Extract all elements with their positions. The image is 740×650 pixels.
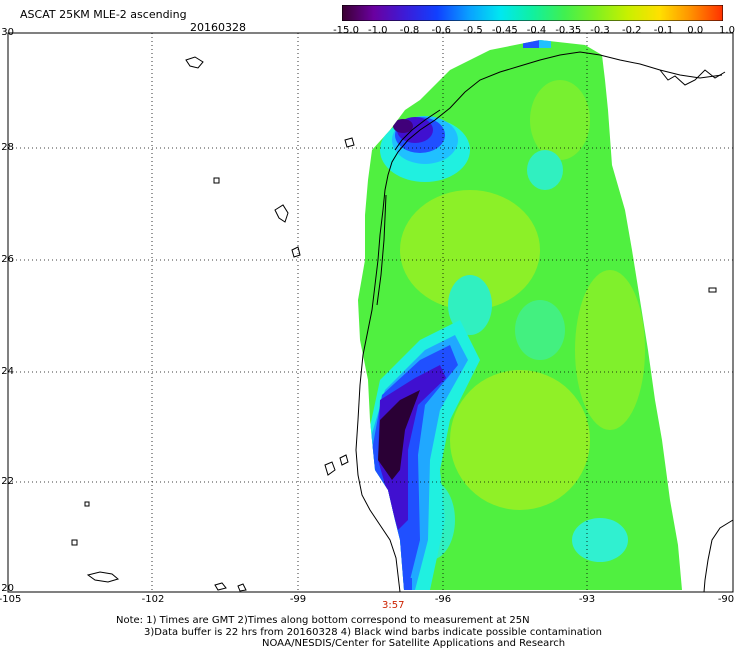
swath-patch-aqua	[515, 300, 565, 360]
colorbar-tick-label: 0.0	[687, 25, 704, 36]
colorbar-labels: -15.0 -1.0 -0.8 -0.6 -0.5 -0.45 -0.4 -0.35 -0.3-…	[330, 25, 735, 37]
swath-patch-aqua	[448, 275, 492, 335]
lake-outline	[708, 287, 717, 293]
lake-outline	[324, 461, 336, 476]
lon-label-93: -93	[578, 594, 596, 605]
lon-label-99: -99	[289, 594, 307, 605]
lat-label-28: 28	[1, 142, 14, 153]
lake-outline	[213, 177, 220, 184]
lat-label-24: 24	[1, 366, 14, 377]
colorbar-gradient	[342, 5, 723, 21]
lake-outline	[185, 56, 204, 69]
lat-label-20: 20	[1, 583, 14, 594]
wind-swath	[358, 40, 682, 590]
colorbar-tick-label: -0.35	[555, 25, 582, 36]
swath-patch-blue	[400, 578, 412, 590]
lake-outline	[84, 501, 90, 507]
product-title: ASCAT 25KM MLE-2 ascending	[20, 8, 187, 21]
coastline	[355, 51, 734, 593]
swath-patch-yellow-green	[450, 370, 590, 510]
lat-label-22: 22	[1, 476, 14, 487]
lake-outline	[237, 583, 247, 592]
swath-patch-yellow-green	[530, 80, 590, 160]
lake-outline	[214, 582, 227, 591]
coastline-louisiana-delta	[659, 69, 726, 86]
lake-outline	[274, 204, 289, 223]
lon-label-96: -96	[434, 594, 452, 605]
colorbar-tick-label: -1.0	[367, 25, 388, 36]
colorbar-tick-label: -0.1	[653, 25, 674, 36]
swath-patch-purple	[378, 390, 420, 480]
lake-outline	[86, 571, 120, 583]
swath-patch-aqua	[572, 518, 628, 562]
map-frame	[7, 32, 734, 593]
lon-label-90: -90	[717, 594, 735, 605]
lat-label-26: 26	[1, 254, 14, 265]
note-line-3: NOAA/NESDIS/Center for Satellite Applica…	[262, 638, 566, 649]
lake-outline	[291, 246, 301, 258]
lake-outline	[344, 137, 355, 148]
swath-patch-blue	[523, 40, 539, 48]
coastline-yucatan	[703, 519, 734, 593]
colorbar	[342, 5, 723, 21]
coastline-gulf	[355, 51, 723, 593]
colorbar-tick-label: -0.4	[526, 25, 547, 36]
colorbar-tick-label: -0.2	[621, 25, 642, 36]
colorbar-tick-label: 1.0	[719, 25, 735, 36]
pass-time-label: 3:57	[382, 600, 405, 611]
swath-patch-purple	[393, 119, 413, 133]
lake-outline	[339, 454, 349, 466]
coastline-barrier-islands	[376, 109, 441, 306]
note-line-1: Note: 1) Times are GMT 2)Times along bot…	[116, 615, 530, 626]
swath-patch-yellow-green	[400, 190, 540, 310]
lake-outlines	[71, 56, 717, 592]
colorbar-tick-label: -15.0	[333, 25, 359, 36]
colorbar-tick-label: -0.8	[399, 25, 420, 36]
swath-patch-yellow-green	[575, 270, 645, 430]
note-line-2: 3)Data buffer is 22 hrs from 20160328 4)…	[144, 627, 602, 638]
swath-patch-aqua	[527, 150, 563, 190]
lon-label-102: -102	[141, 594, 165, 605]
swath-patch-light-blue	[539, 40, 551, 48]
lat-label-30: 30	[1, 27, 14, 38]
colorbar-tick-label: -0.45	[491, 25, 518, 36]
product-date: 20160328	[190, 21, 246, 34]
lake-outline	[71, 539, 78, 546]
colorbar-tick-label: -0.5	[463, 25, 483, 36]
colorbar-tick-label: -0.3	[590, 25, 610, 36]
lon-label-105: -105	[0, 594, 22, 605]
colorbar-tick-label: -0.6	[431, 25, 452, 36]
